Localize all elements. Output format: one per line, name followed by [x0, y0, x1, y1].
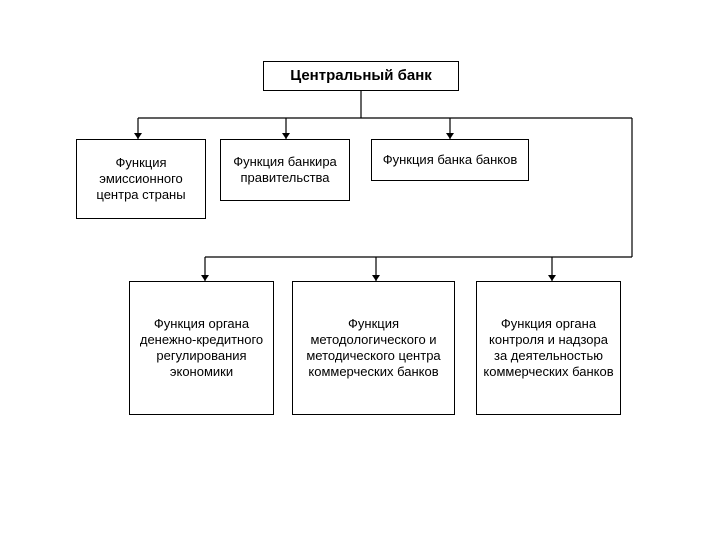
root-label: Центральный банк	[290, 67, 432, 86]
function-bank-of-banks: Функция банка банков	[371, 139, 529, 181]
node-label: Функция эмиссионного центра страны	[83, 155, 199, 204]
node-label: Функция банка банков	[383, 152, 518, 168]
node-label: Функция банкира правительства	[227, 154, 343, 187]
node-label: Функция методологического и методическог…	[299, 316, 448, 381]
root-node: Центральный банк	[263, 61, 459, 91]
function-government-banker: Функция банкира правительства	[220, 139, 350, 201]
function-emission-center: Функция эмиссионного центра страны	[76, 139, 206, 219]
node-label: Функция органа денежно-кредитного регули…	[136, 316, 267, 381]
function-monetary-regulation: Функция органа денежно-кредитного регули…	[129, 281, 274, 415]
node-label: Функция органа контроля и надзора за дея…	[483, 316, 614, 381]
function-control-supervision: Функция органа контроля и надзора за дея…	[476, 281, 621, 415]
function-methodological-center: Функция методологического и методическог…	[292, 281, 455, 415]
